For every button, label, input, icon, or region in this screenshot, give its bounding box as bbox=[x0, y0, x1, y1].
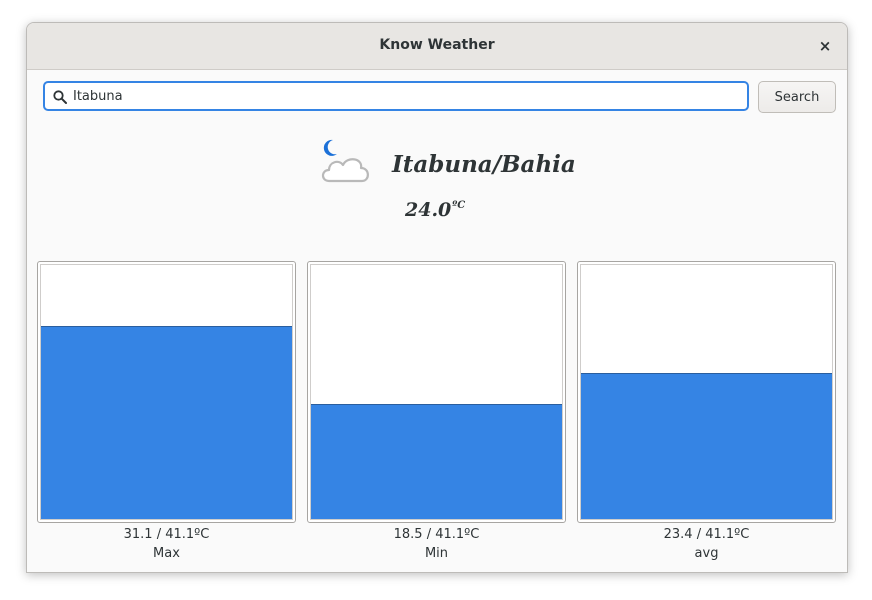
min-value-text: 18.5 / 41.1ºC bbox=[393, 527, 480, 542]
window-title: Know Weather bbox=[379, 37, 495, 53]
bar-fill bbox=[311, 403, 562, 519]
avg-caption: 23.4 / 41.1ºC avg bbox=[577, 525, 836, 563]
location-name: Itabuna/Bahia bbox=[392, 151, 576, 178]
temperature-unit: ºC bbox=[452, 200, 466, 211]
search-icon bbox=[53, 90, 67, 104]
bar-fill bbox=[41, 325, 292, 519]
search-box[interactable] bbox=[43, 81, 749, 111]
app-window: Know Weather × Search Itabuna/Bahia 24.0… bbox=[26, 22, 848, 573]
max-value-text: 31.1 / 41.1ºC bbox=[123, 527, 210, 542]
title-bar: Know Weather × bbox=[27, 23, 847, 70]
avg-value-text: 23.4 / 41.1ºC bbox=[663, 527, 750, 542]
night-cloudy-icon bbox=[321, 139, 369, 183]
current-temperature: 24.0ºC bbox=[405, 199, 465, 221]
avg-temperature-bar bbox=[577, 261, 836, 523]
bar-track bbox=[310, 264, 563, 520]
min-label: Min bbox=[424, 546, 449, 561]
bar-track bbox=[40, 264, 293, 520]
avg-label: avg bbox=[694, 546, 719, 561]
search-input[interactable] bbox=[73, 86, 733, 106]
bar-track bbox=[580, 264, 833, 520]
close-button[interactable]: × bbox=[818, 37, 832, 55]
max-label: Max bbox=[153, 546, 180, 561]
search-button[interactable]: Search bbox=[758, 81, 836, 113]
temperature-value: 24.0 bbox=[405, 199, 452, 221]
max-temperature-bar bbox=[37, 261, 296, 523]
min-temperature-bar bbox=[307, 261, 566, 523]
bar-fill bbox=[581, 373, 832, 519]
max-caption: 31.1 / 41.1ºC Max bbox=[37, 525, 296, 563]
min-caption: 18.5 / 41.1ºC Min bbox=[307, 525, 566, 563]
